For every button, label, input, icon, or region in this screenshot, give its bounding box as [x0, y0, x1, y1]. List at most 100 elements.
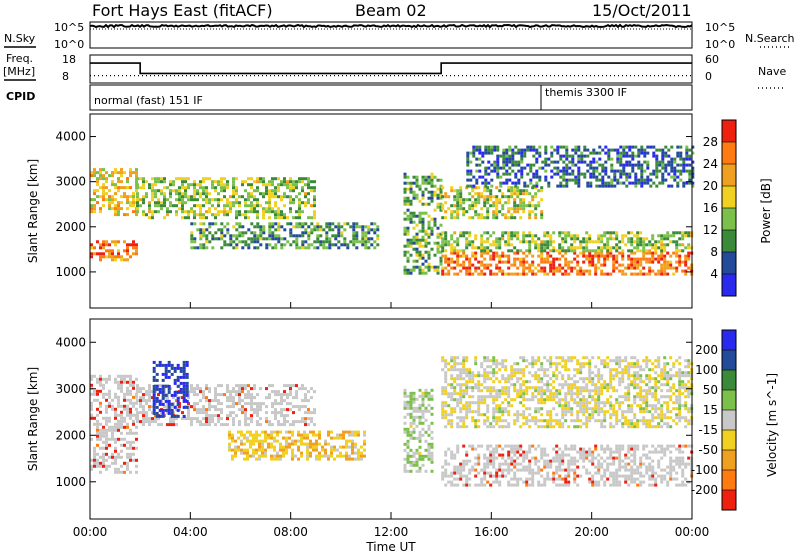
heatmap-cell-band-6 [549, 237, 553, 241]
heatmap-cell-band-0 [126, 243, 129, 247]
heatmap-cell-band-2 [256, 213, 259, 217]
heatmap-cell-band-5 [510, 459, 514, 463]
heatmap-cell-band-5 [591, 263, 595, 267]
heatmap-cell-band-8 [667, 163, 671, 167]
heatmap-cell-band-4 [430, 175, 434, 179]
heatmap-cell-band-6 [570, 246, 574, 250]
heatmap-cell-band-1 [250, 396, 253, 400]
heatmap-cell-band-3 [373, 222, 377, 226]
heatmap-cell-band-8 [511, 157, 515, 161]
heatmap-cell-band-5 [639, 459, 643, 463]
heatmap-cell-band-5 [474, 456, 478, 460]
heatmap-cell-band-2 [181, 201, 184, 205]
heatmap-cell-band-1 [148, 393, 151, 397]
heatmap-cell-band-6 [486, 377, 490, 381]
heatmap-cell-band-1 [229, 399, 232, 403]
heatmap-cell-band-8 [676, 175, 680, 179]
heatmap-cell-band-2 [158, 387, 162, 391]
heatmap-cell-band-1 [235, 414, 238, 418]
heatmap-cell-band-3 [208, 240, 212, 244]
heatmap-cell-band-6 [459, 419, 463, 423]
heatmap-cell-band-3 [345, 457, 348, 461]
heatmap-cell-band-5 [510, 450, 514, 454]
heatmap-cell-band-1 [310, 411, 313, 415]
heatmap-cell-band-5 [582, 456, 586, 460]
heatmap-cell-band-6 [444, 404, 448, 408]
heatmap-cell-band-5 [648, 477, 652, 481]
heatmap-cell-band-8 [487, 166, 491, 170]
heatmap-cell-band-8 [661, 163, 665, 167]
heatmap-cell-band-0 [108, 425, 111, 429]
heatmap-cell-band-5 [678, 483, 682, 487]
heatmap-cell-band-4 [436, 247, 440, 251]
heatmap-cell-band-4 [409, 436, 413, 440]
heatmap-cell-band-5 [576, 459, 580, 463]
heatmap-cell-band-2 [226, 210, 229, 214]
heatmap-cell-band-6 [474, 356, 478, 360]
heatmap-cell-band-2 [268, 207, 271, 211]
heatmap-cell-band-4 [433, 223, 437, 227]
heatmap-cell-band-7 [492, 216, 496, 220]
heatmap-cell-band-2 [175, 192, 178, 196]
heatmap-cell-band-5 [666, 272, 670, 276]
heatmap-cell-band-4 [406, 403, 410, 407]
heatmap-cell-band-8 [679, 151, 683, 155]
heatmap-cell-band-2 [181, 195, 184, 199]
heatmap-cell-band-8 [568, 172, 572, 176]
heatmap-cell-band-3 [235, 234, 239, 238]
heatmap-cell-band-6 [441, 404, 445, 408]
heatmap-cell-band-6 [462, 425, 466, 429]
heatmap-cell-band-3 [361, 234, 365, 238]
heatmap-cell-band-3 [313, 246, 317, 250]
heatmap-cell-band-8 [673, 178, 677, 182]
heatmap-cell-band-3 [271, 234, 275, 238]
heatmap-cell-band-6 [546, 240, 550, 244]
heatmap-cell-band-7 [522, 204, 526, 208]
heatmap-cell-band-5 [630, 471, 634, 475]
heatmap-cell-band-5 [615, 474, 619, 478]
heatmap-cell-band-2 [151, 198, 154, 202]
heatmap-cell-band-5 [564, 468, 568, 472]
heatmap-cell-band-3 [292, 225, 296, 229]
heatmap-cell-band-4 [439, 187, 443, 191]
heatmap-cell-band-0 [105, 446, 108, 450]
heatmap-cell-band-1 [117, 213, 120, 217]
heatmap-cell-band-5 [621, 474, 625, 478]
heatmap-cell-band-6 [687, 243, 691, 247]
heatmap-cell-band-5 [450, 450, 454, 454]
heatmap-cell-band-6 [558, 249, 562, 253]
heatmap-cell-band-1 [117, 177, 120, 181]
heatmap-cell-band-5 [606, 465, 610, 469]
heatmap-cell-band-3 [259, 231, 263, 235]
heatmap-cell-band-6 [576, 246, 580, 250]
heatmap-cell-band-5 [480, 251, 484, 255]
heatmap-cell-band-6 [507, 380, 511, 384]
heatmap-cell-band-5 [669, 462, 673, 466]
heatmap-cell-band-0 [117, 419, 120, 423]
heatmap-cell-band-6 [471, 386, 475, 390]
heatmap-cell-band-3 [352, 225, 356, 229]
heatmap-cell-band-6 [528, 407, 532, 411]
heatmap-cell-band-4 [412, 421, 416, 425]
heatmap-cell-band-4 [412, 247, 416, 251]
heatmap-cell-band-8 [490, 151, 494, 155]
heatmap-cell-band-6 [510, 237, 514, 241]
heatmap-cell-band-5 [642, 444, 646, 448]
heatmap-cell-band-5 [489, 257, 493, 261]
heatmap-cell-band-2 [205, 201, 208, 205]
heatmap-cell-band-0 [123, 377, 126, 381]
heatmap-cell-band-6 [444, 386, 448, 390]
heatmap-cell-band-8 [598, 184, 602, 188]
heatmap-cell-band-4 [406, 442, 410, 446]
heatmap-cell-band-4 [415, 196, 419, 200]
heatmap-cell-band-2 [310, 186, 313, 190]
nsky-left-tick-top: 10^5 [54, 21, 84, 34]
heatmap-cell-band-4 [406, 433, 410, 437]
heatmap-cell-band-2 [298, 204, 301, 208]
heatmap-cell-band-8 [541, 166, 545, 170]
heatmap-cell-band-8 [583, 154, 587, 158]
heatmap-cell-band-1 [193, 405, 196, 409]
heatmap-cell-band-5 [618, 444, 622, 448]
heatmap-cell-band-0 [90, 407, 93, 411]
heatmap-cell-band-5 [678, 444, 682, 448]
